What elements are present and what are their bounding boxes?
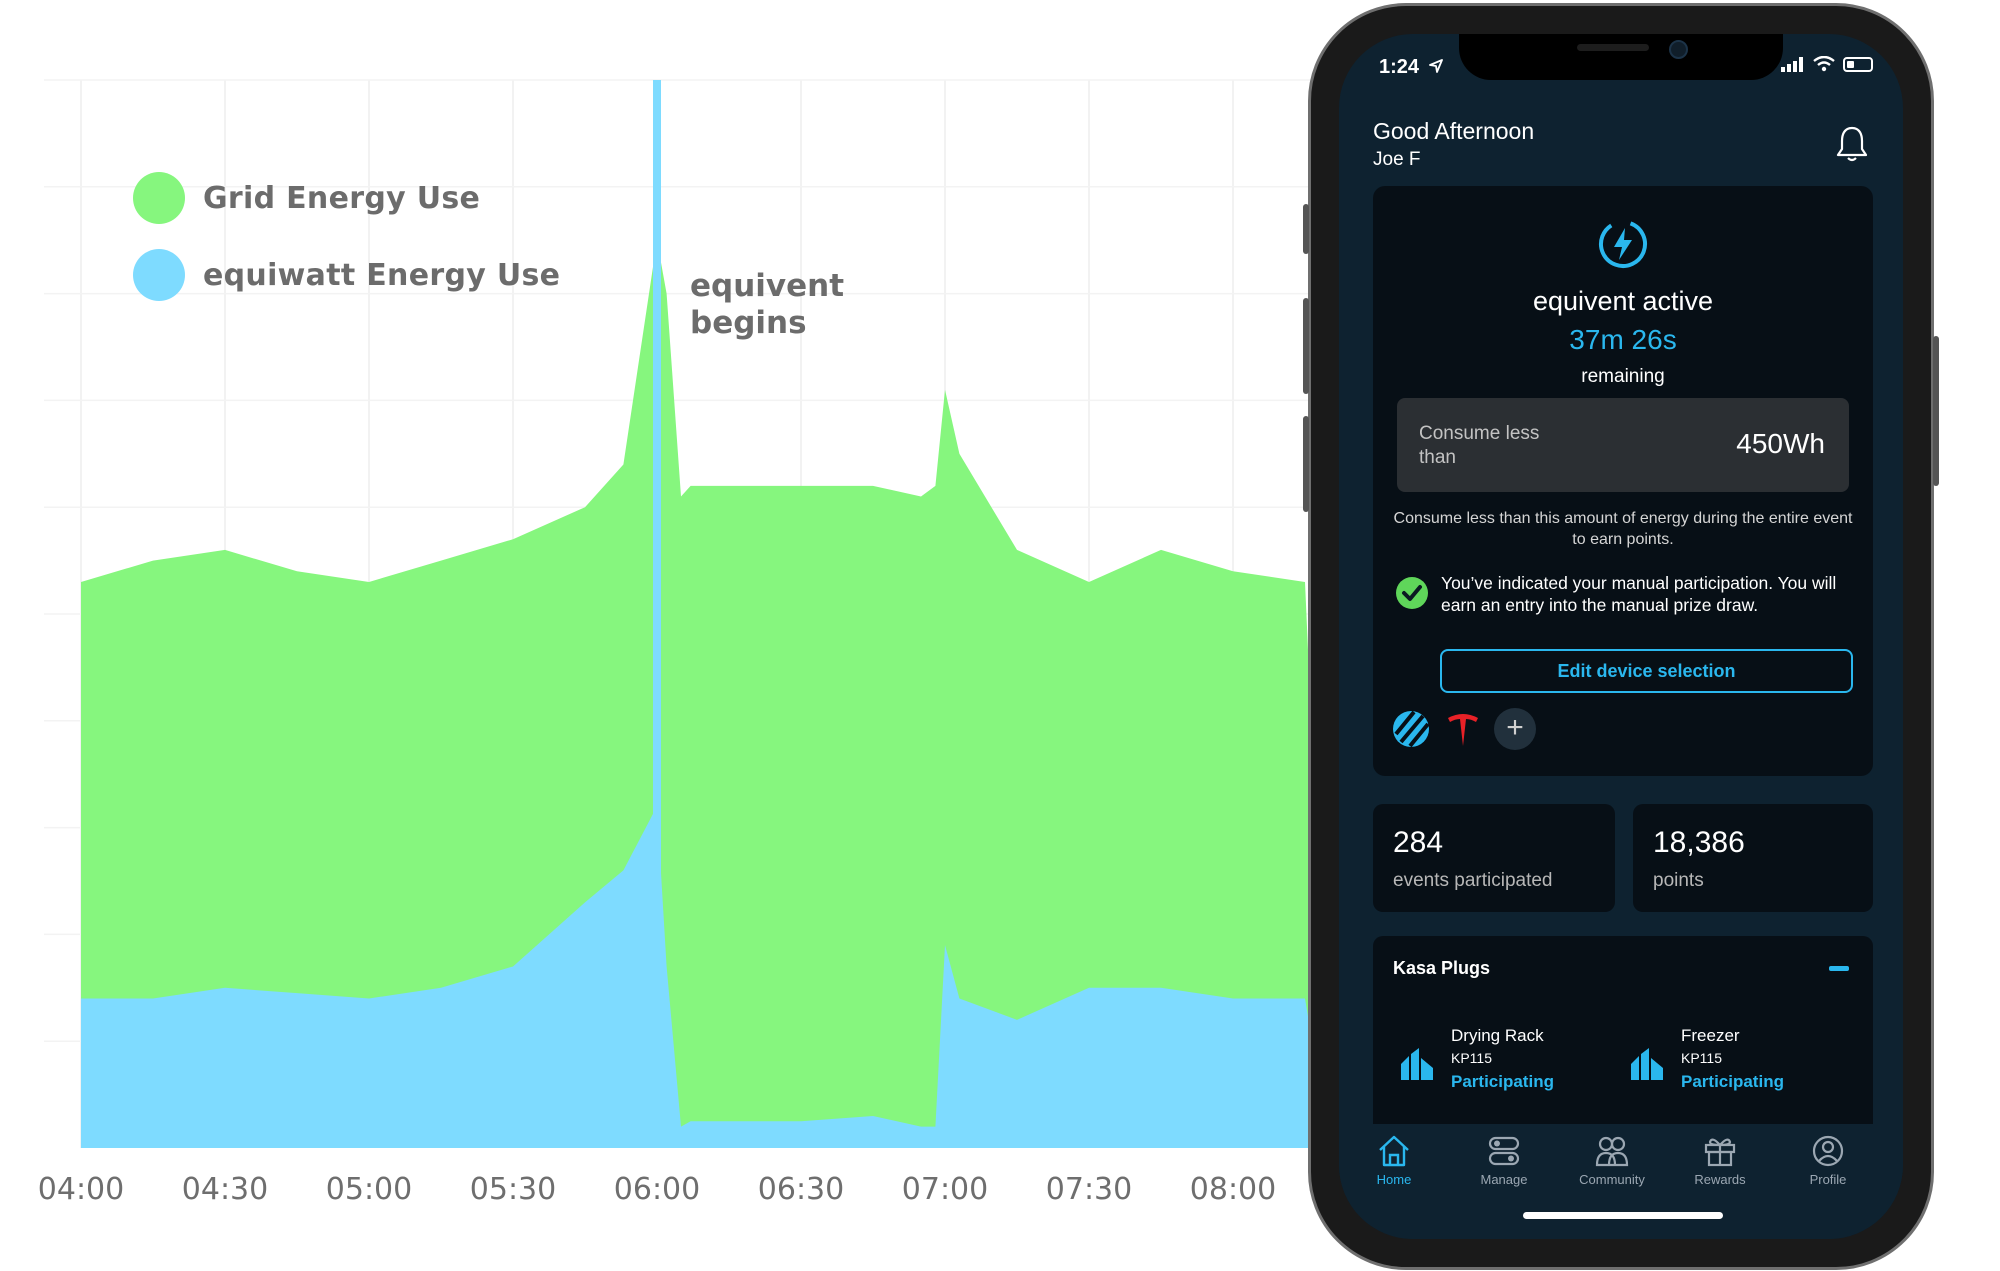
consume-description: Consume less than this amount of energy … bbox=[1393, 510, 1853, 548]
x-tick-label: 07:00 bbox=[901, 1172, 989, 1207]
manual-participation-text: You’ve indicated your manual participati… bbox=[1441, 573, 1837, 615]
legend-label-grid: Grid Energy Use bbox=[203, 180, 481, 216]
mute-switch bbox=[1303, 204, 1309, 254]
profile-icon bbox=[1812, 1135, 1844, 1167]
power-button bbox=[1933, 336, 1939, 486]
volume-up-button bbox=[1303, 298, 1309, 394]
tesla-icon[interactable] bbox=[1444, 708, 1482, 750]
manage-icon bbox=[1488, 1136, 1520, 1166]
x-tick-label: 04:00 bbox=[37, 1172, 125, 1207]
tab-profile-label: Profile bbox=[1809, 1172, 1847, 1187]
plug-status: Participating bbox=[1681, 1072, 1784, 1091]
app-screen: 1:24 Good Afternoon Joe F equivent activ… bbox=[1339, 34, 1903, 1239]
events-participated-card: 284 events participated bbox=[1373, 804, 1615, 912]
notch bbox=[1459, 34, 1783, 80]
x-tick-label: 08:00 bbox=[1189, 1172, 1277, 1207]
volume-down-button bbox=[1303, 416, 1309, 512]
legend-item-equiwatt: equiwatt Energy Use bbox=[133, 249, 560, 301]
tab-profile[interactable]: Profile bbox=[1773, 1134, 1883, 1187]
user-name: Joe F bbox=[1373, 149, 1421, 170]
consume-value: 450Wh bbox=[1736, 428, 1825, 459]
consume-label: Consume less than bbox=[1419, 423, 1540, 468]
legend-label-equiwatt: equiwatt Energy Use bbox=[203, 257, 561, 293]
device-icons-row: + bbox=[1390, 708, 1536, 750]
greeting: Good Afternoon bbox=[1373, 118, 1535, 144]
plug-status: Participating bbox=[1451, 1072, 1554, 1091]
x-tick-label: 04:30 bbox=[181, 1172, 269, 1207]
edit-device-selection-button[interactable]: Edit device selection bbox=[1440, 649, 1853, 693]
events-participated-value: 284 bbox=[1393, 826, 1444, 859]
annotation-line-2: begins bbox=[690, 305, 807, 341]
home-icon bbox=[1379, 1135, 1409, 1167]
x-tick-label: 05:00 bbox=[325, 1172, 413, 1207]
area-series-grid-energy bbox=[81, 240, 1330, 1148]
legend-swatch-equiwatt bbox=[133, 249, 185, 301]
points-card: 18,386 points bbox=[1633, 804, 1873, 912]
tab-home-label: Home bbox=[1376, 1172, 1412, 1187]
phone-frame: 1:24 Good Afternoon Joe F equivent activ… bbox=[1303, 3, 1939, 1270]
smart-plug-icon bbox=[1401, 1048, 1433, 1080]
event-remaining-label: remaining bbox=[1581, 366, 1665, 387]
x-tick-label: 06:30 bbox=[757, 1172, 845, 1207]
plug-name: Freezer bbox=[1681, 1026, 1740, 1045]
gift-icon bbox=[1704, 1138, 1736, 1167]
front-camera bbox=[1669, 40, 1688, 59]
events-participated-label: events participated bbox=[1393, 870, 1553, 891]
tab-community[interactable]: Community bbox=[1557, 1134, 1667, 1187]
plug-model: KP115 bbox=[1681, 1050, 1722, 1066]
add-device-button[interactable]: + bbox=[1494, 708, 1536, 750]
equivent-begins-annotation: equivent begins bbox=[690, 268, 844, 342]
plug-name: Drying Rack bbox=[1451, 1026, 1544, 1045]
event-remaining-time: 37m 26s bbox=[1569, 324, 1677, 355]
power-bolt-icon bbox=[1599, 220, 1647, 268]
annotation-line-1: equivent bbox=[690, 268, 845, 304]
solar-device-icon[interactable] bbox=[1390, 708, 1432, 750]
bell-icon[interactable] bbox=[1833, 124, 1871, 164]
smart-plug-icon bbox=[1631, 1048, 1663, 1080]
wifi-icon bbox=[1813, 56, 1835, 72]
area-series-equiwatt-energy bbox=[81, 806, 1330, 1148]
tab-manage-label: Manage bbox=[1480, 1172, 1528, 1187]
event-title: equivent active bbox=[1532, 286, 1714, 316]
signal-icon bbox=[1781, 56, 1803, 72]
x-tick-label: 06:00 bbox=[613, 1172, 701, 1207]
status-icons bbox=[1781, 56, 1873, 72]
tab-manage[interactable]: Manage bbox=[1449, 1134, 1559, 1187]
kasa-plugs-title: Kasa Plugs bbox=[1393, 958, 1491, 978]
tab-rewards[interactable]: Rewards bbox=[1665, 1134, 1775, 1187]
plug-model: KP115 bbox=[1451, 1050, 1492, 1066]
location-arrow-icon bbox=[1428, 59, 1443, 73]
speaker bbox=[1577, 44, 1649, 51]
tab-home[interactable]: Home bbox=[1339, 1134, 1449, 1187]
event-card: equivent active 37m 26s remaining Consum… bbox=[1373, 186, 1873, 776]
status-time-text: 1:24 bbox=[1379, 56, 1420, 78]
legend-swatch-grid bbox=[133, 172, 185, 224]
check-circle-icon bbox=[1396, 577, 1428, 609]
bottom-tab-bar: Home Manage Community Rewards Profile bbox=[1339, 1124, 1903, 1239]
consume-target-box: Consume less than 450Wh bbox=[1397, 398, 1849, 492]
tab-community-label: Community bbox=[1579, 1172, 1645, 1187]
tab-rewards-label: Rewards bbox=[1694, 1172, 1746, 1187]
legend-item-grid: Grid Energy Use bbox=[133, 172, 480, 224]
x-tick-label: 07:30 bbox=[1045, 1172, 1133, 1207]
community-icon bbox=[1595, 1136, 1629, 1167]
x-tick-label: 05:30 bbox=[469, 1172, 557, 1207]
battery-icon bbox=[1843, 56, 1873, 72]
kasa-plugs-card: Kasa Plugs Drying Rack KP115 Participati… bbox=[1373, 936, 1873, 1136]
equivent-start-marker-line bbox=[653, 80, 661, 1148]
points-label: points bbox=[1653, 870, 1704, 891]
home-indicator bbox=[1523, 1212, 1723, 1219]
collapse-button[interactable] bbox=[1829, 966, 1849, 971]
status-time: 1:24 bbox=[1379, 56, 1443, 79]
points-value: 18,386 bbox=[1653, 826, 1745, 859]
